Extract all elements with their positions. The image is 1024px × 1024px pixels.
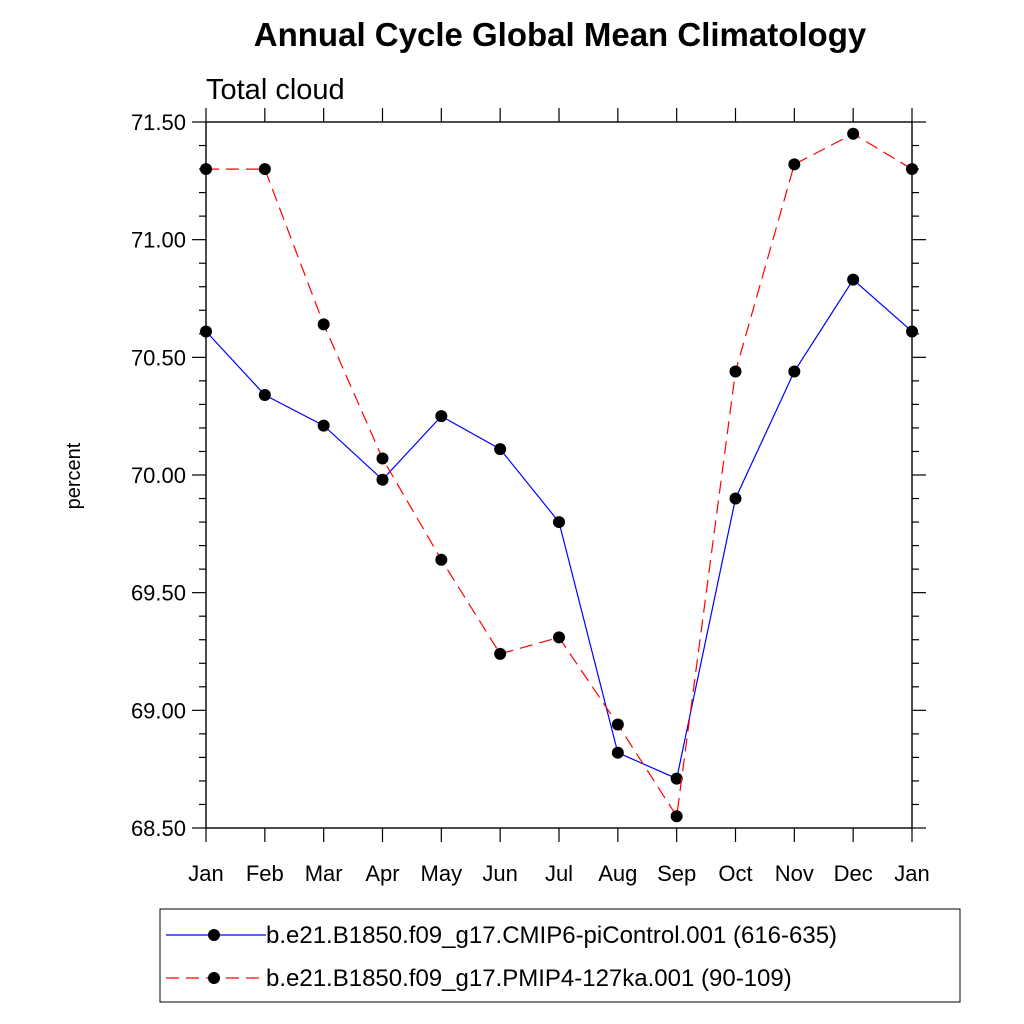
data-point (553, 516, 565, 529)
axis-ticks (192, 108, 926, 842)
data-point (376, 473, 389, 486)
legend-box (159, 908, 961, 1003)
plot-frame (205, 121, 913, 829)
data-point (670, 772, 683, 785)
x-tick-label: May (421, 861, 463, 886)
data-point (435, 410, 448, 423)
y-tick-label: 70.00 (131, 463, 186, 488)
x-tick-label: Apr (365, 861, 399, 886)
x-tick-labels: Jan Feb Mar Apr May Jun Jul Aug Sep Oct Nov Dec Jan (188, 861, 929, 886)
data-point (317, 318, 330, 331)
legend-label-0: b.e21.B1850.f09_g17.CMIP6-piControl.001 … (266, 922, 837, 949)
data-point (906, 325, 918, 338)
legend-marker-1 (208, 972, 220, 984)
y-axis-label: percent (63, 442, 85, 509)
y-tick-label: 69.00 (131, 698, 186, 723)
data-point (494, 647, 507, 660)
x-tick-label: Jun (482, 861, 517, 886)
x-tick-label: Aug (598, 861, 637, 886)
y-tick-labels: 68.50 69.00 69.50 70.00 70.50 71.00 71.50 (131, 110, 186, 841)
y-tick-label: 68.50 (131, 816, 186, 841)
data-point (435, 553, 448, 566)
series-1 (200, 127, 918, 823)
series-0 (200, 273, 918, 785)
chart-subtitle: Total cloud (206, 74, 345, 106)
data-point (494, 443, 507, 456)
data-point (258, 388, 271, 401)
x-tick-label: Oct (718, 861, 752, 886)
x-tick-label: Nov (775, 861, 814, 886)
x-tick-label: Dec (834, 861, 873, 886)
data-point (670, 810, 683, 823)
data-point (729, 365, 742, 378)
data-point (200, 325, 212, 338)
y-tick-label: 69.50 (131, 581, 186, 606)
data-point (611, 718, 624, 731)
x-tick-label: Sep (657, 861, 696, 886)
data-point (906, 163, 918, 176)
legend-marker-0 (208, 929, 220, 941)
data-point (376, 452, 389, 465)
data-point (553, 631, 565, 644)
y-tick-label: 71.50 (131, 110, 186, 135)
legend-item-0: b.e21.B1850.f09_g17.CMIP6-piControl.001 … (166, 922, 837, 949)
x-tick-label: Mar (305, 861, 343, 886)
series-line-0 (205, 278, 913, 780)
data-point (317, 419, 330, 432)
data-point (847, 273, 860, 286)
data-point (788, 158, 801, 171)
x-tick-label: Feb (246, 861, 284, 886)
data-point (788, 365, 801, 378)
data-point (847, 127, 860, 140)
legend-item-1: b.e21.B1850.f09_g17.PMIP4-127ka.001 (90-… (166, 965, 792, 992)
data-point (200, 163, 212, 176)
legend-label-1: b.e21.B1850.f09_g17.PMIP4-127ka.001 (90-… (266, 965, 792, 992)
x-tick-label: Jan (894, 861, 929, 886)
data-point (729, 492, 742, 505)
y-tick-label: 71.00 (131, 228, 186, 253)
series-line-1 (206, 133, 913, 818)
x-tick-label: Jul (545, 861, 573, 886)
x-tick-label: Jan (188, 861, 223, 886)
series-layer (200, 127, 918, 823)
data-point (611, 746, 624, 759)
chart-title: Annual Cycle Global Mean Climatology (254, 16, 867, 53)
data-point (258, 163, 271, 176)
y-tick-label: 70.50 (131, 345, 186, 370)
